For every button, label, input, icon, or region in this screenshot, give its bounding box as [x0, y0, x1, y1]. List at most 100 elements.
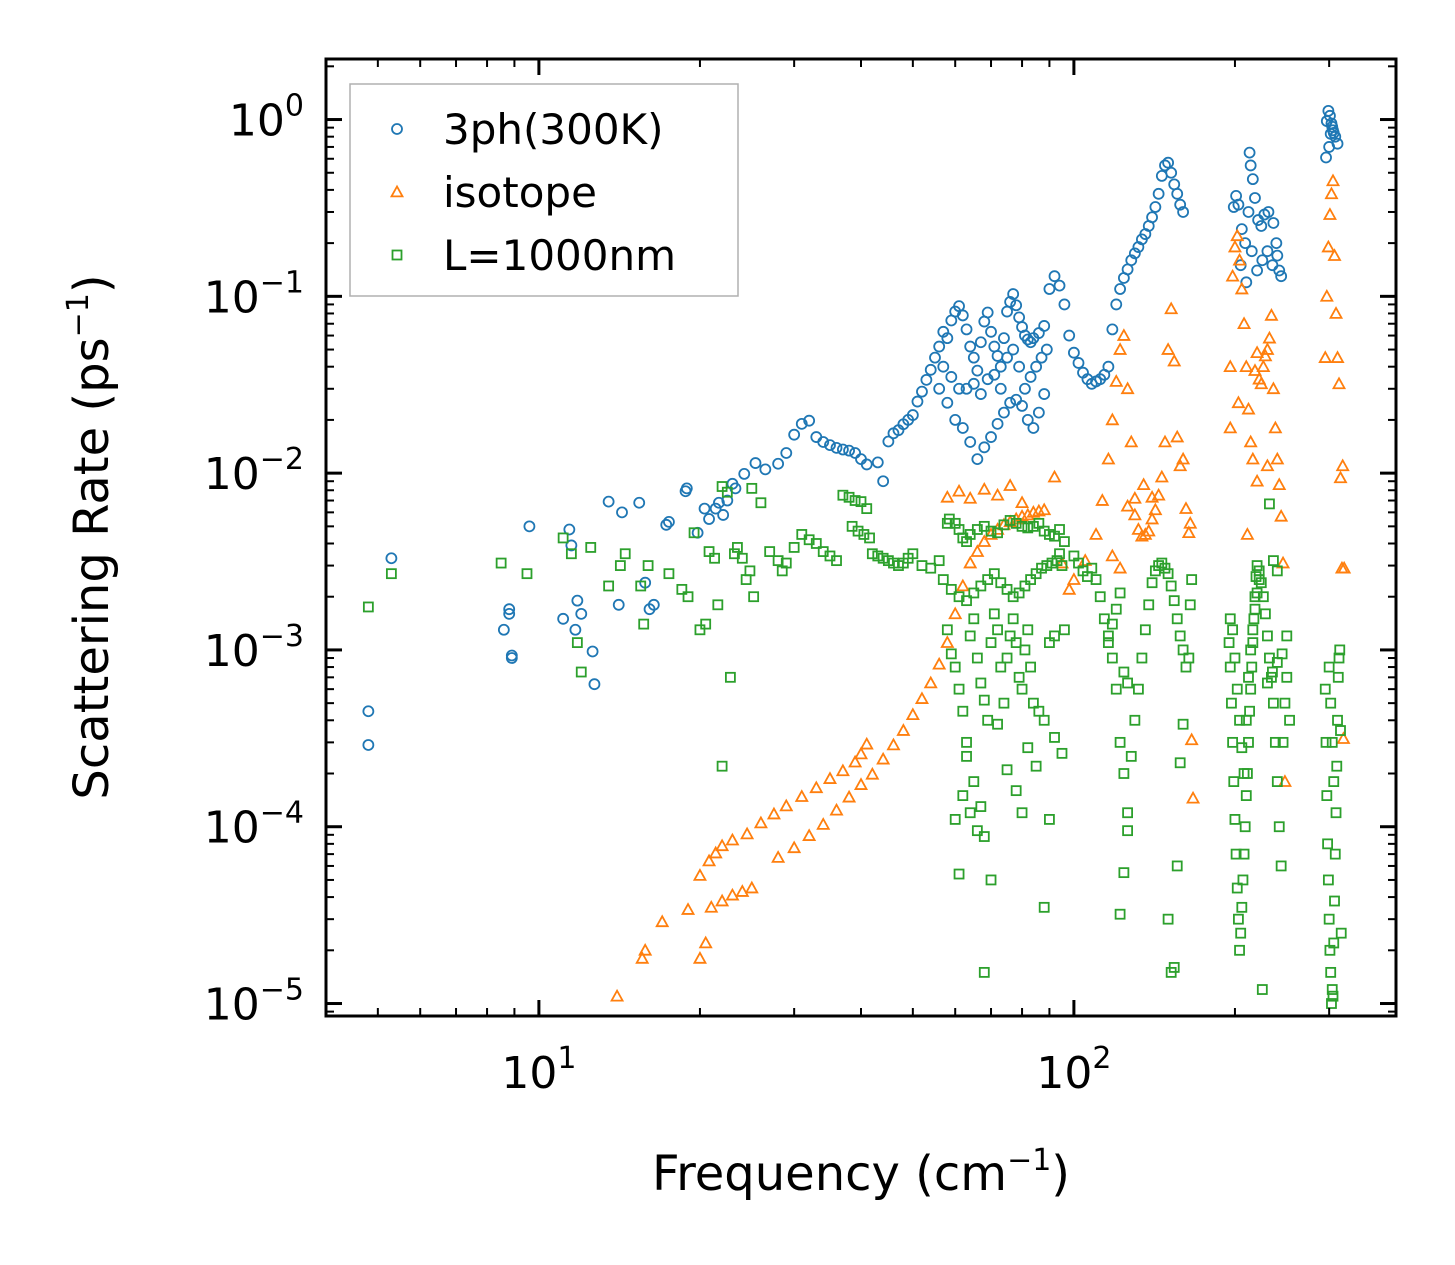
- data-point: [676, 583, 688, 595]
- data-point: [1234, 944, 1245, 956]
- legend-label: L=1000nm: [443, 231, 676, 280]
- data-point: [571, 637, 583, 649]
- data-point: [1243, 434, 1258, 448]
- data-point: [1328, 776, 1340, 787]
- data-point: [715, 838, 730, 852]
- data-point: [1247, 624, 1259, 636]
- data-point: [1015, 495, 1030, 509]
- data-point: [1027, 697, 1039, 709]
- data-point: [842, 789, 857, 803]
- data-point: [1239, 821, 1251, 833]
- data-point: [998, 697, 1010, 709]
- data-point: [713, 496, 725, 509]
- data-point: [565, 548, 577, 560]
- data-point: [616, 506, 628, 519]
- data-point: [1110, 603, 1122, 615]
- data-point: [1016, 683, 1028, 695]
- data-point: [1183, 652, 1195, 664]
- data-point: [1321, 790, 1333, 801]
- data-point: [1114, 908, 1126, 920]
- data-point: [1048, 270, 1061, 283]
- y-tick-label: 10−5: [204, 973, 304, 1031]
- data-point: [735, 884, 750, 897]
- data-point: [1267, 217, 1280, 229]
- data-point: [866, 548, 878, 560]
- data-point: [766, 806, 781, 820]
- data-point: [978, 441, 991, 454]
- data-point: [1114, 736, 1126, 748]
- data-point: [978, 694, 990, 706]
- data-point: [1007, 613, 1019, 625]
- data-point: [1170, 429, 1185, 443]
- data-point: [725, 887, 740, 901]
- data-point: [1101, 451, 1116, 465]
- data-point: [1319, 288, 1334, 302]
- data-point: [941, 396, 954, 409]
- data-point: [896, 723, 911, 736]
- data-point: [523, 520, 536, 533]
- data-point: [700, 618, 712, 630]
- data-point: [655, 914, 670, 928]
- data-point: [724, 671, 736, 683]
- data-point: [1256, 984, 1268, 995]
- data-point: [977, 534, 992, 547]
- data-point: [788, 428, 801, 441]
- major-ticks: [326, 59, 1396, 1016]
- data-point: [1056, 747, 1068, 759]
- data-point: [1016, 520, 1028, 532]
- data-point: [1010, 393, 1023, 406]
- data-point: [1047, 469, 1062, 483]
- data-point: [1244, 159, 1257, 172]
- data-point: [1264, 308, 1279, 321]
- data-point: [1250, 345, 1265, 358]
- data-point: [1229, 652, 1241, 664]
- data-point: [1325, 966, 1337, 978]
- data-point: [1260, 458, 1275, 472]
- data-point: [1236, 901, 1248, 913]
- data-point: [698, 502, 711, 515]
- data-point: [1246, 173, 1259, 186]
- data-point: [1027, 422, 1040, 434]
- data-point: [1261, 245, 1274, 258]
- data-point: [771, 850, 786, 863]
- y-axis-title: Scattering Rate (ps−1): [61, 274, 120, 799]
- data-point: [945, 371, 958, 383]
- data-point: [956, 422, 969, 434]
- data-point: [1281, 671, 1293, 683]
- data-point: [848, 754, 863, 768]
- data-point: [971, 453, 984, 466]
- legend: 3ph(300K) isotope L=1000nm: [349, 83, 739, 297]
- data-point: [721, 494, 734, 507]
- data-point: [994, 360, 1007, 373]
- data-point: [1223, 359, 1238, 372]
- data-point: [1226, 697, 1237, 709]
- data-point: [1328, 937, 1340, 949]
- data-point: [1030, 568, 1042, 580]
- data-point: [1133, 683, 1144, 695]
- data-point: [1001, 583, 1013, 595]
- data-point: [505, 652, 518, 664]
- data-point: [1118, 666, 1130, 678]
- y-tick-label: 10−4: [204, 796, 304, 854]
- data-point: [865, 766, 880, 780]
- data-point: [1165, 580, 1177, 592]
- data-point: [1320, 736, 1332, 748]
- data-point: [1174, 757, 1186, 769]
- data-point: [495, 557, 507, 569]
- data-point: [1271, 249, 1284, 262]
- data-point: [1102, 637, 1114, 649]
- data-point: [1229, 814, 1241, 825]
- data-point: [949, 661, 961, 673]
- data-point: [1114, 587, 1126, 599]
- data-point: [940, 635, 955, 648]
- data-point: [1019, 580, 1031, 592]
- data-point: [1168, 962, 1180, 973]
- data-point: [817, 436, 830, 448]
- data-point: [1333, 470, 1348, 484]
- data-point: [614, 560, 626, 571]
- data-point: [1255, 220, 1268, 232]
- data-point: [1027, 520, 1039, 532]
- data-point: [941, 332, 954, 345]
- x-axis-title: Frequency (cm−1): [652, 1143, 1070, 1202]
